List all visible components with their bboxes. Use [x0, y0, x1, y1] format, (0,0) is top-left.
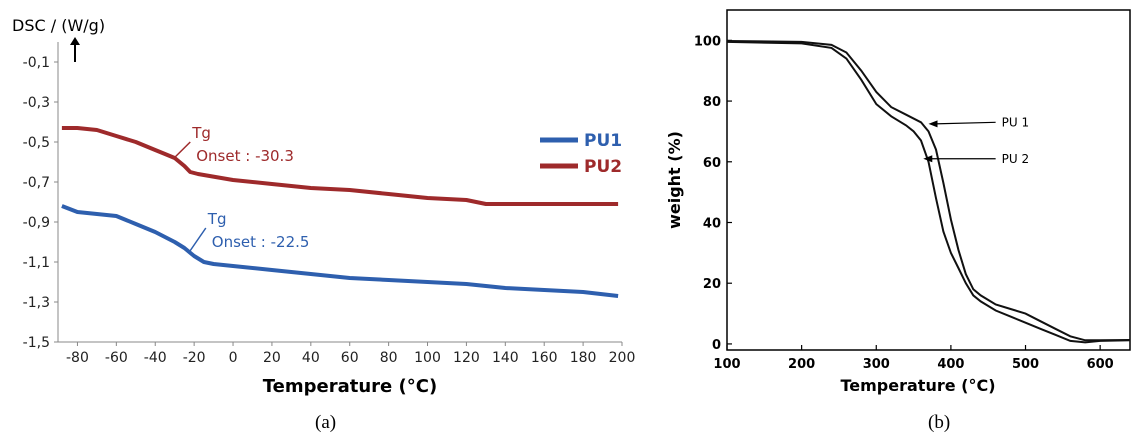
dsc-x-tick-label: 60 — [341, 350, 359, 366]
arrow-head-icon — [923, 155, 933, 163]
dsc-y-tick-label: -0,5 — [23, 135, 50, 151]
curve-label: PU 2 — [1002, 152, 1029, 166]
dsc-x-tick-label: 40 — [302, 350, 320, 366]
dsc-panel: -0,1 -0,3 -0,5 -0,7 -0,9 -1,1 -1,3 -1,5 -80 -60-… — [12, 16, 636, 433]
tg-onset-label: Onset : -22.5 — [212, 233, 310, 251]
tg-label: Tg — [207, 210, 227, 228]
dsc-y-tick-label: -1,5 — [23, 335, 50, 351]
tga-x-tick-label: 300 — [863, 357, 890, 372]
tg-leader-line — [173, 141, 191, 159]
legend-label: PU1 — [584, 131, 622, 151]
tg-onset-label: Onset : -30.3 — [196, 147, 294, 165]
tga-y-tick-label: 80 — [703, 95, 721, 110]
tga-x-tick-label: 100 — [713, 357, 740, 372]
dsc-x-tick-label: -80 — [66, 350, 89, 366]
tga-x-tick-label: 200 — [788, 357, 815, 372]
tga-plot-frame — [726, 9, 1131, 351]
dsc-y-tick-label: -1,3 — [23, 295, 50, 311]
dsc-y-tick-label: -0,3 — [23, 95, 50, 111]
tga-y-tick-label: 40 — [703, 217, 721, 232]
tga-series-line-pu2 — [726, 40, 1131, 344]
up-arrow-icon — [70, 37, 80, 62]
dsc-x-tick-label: -40 — [144, 350, 167, 366]
tga-panel: 0 20 40 60 80 100 100 200 300 400 500 600 PU 1 PU 2… — [640, 0, 1134, 438]
dsc-y-tick-label: -0,9 — [23, 215, 50, 231]
dsc-y-tick-label: -0,7 — [23, 175, 50, 191]
dsc-y-tick-label: -1,1 — [23, 255, 50, 271]
dsc-x-tick-label: 160 — [531, 350, 558, 366]
dsc-x-axis-label: Temperature (°C) — [263, 376, 437, 397]
tga-x-axis-label: Temperature (°C) — [840, 376, 995, 395]
dsc-series-line-pu2 — [61, 126, 619, 206]
tg-leader-line — [188, 227, 207, 253]
tga-chart: 0 20 40 60 80 100 100 200 300 400 500 600 PU 1 PU 2… — [665, 9, 1131, 395]
caption-a: (a) — [315, 412, 337, 433]
tga-x-tick-label: 400 — [937, 357, 964, 372]
tga-series-line-pu1 — [726, 40, 1131, 342]
dsc-y-axis-label: DSC / (W/g) — [12, 16, 105, 35]
dsc-x-tick-label: 200 — [609, 350, 636, 366]
tga-y-tick-label: 100 — [694, 34, 721, 49]
dsc-x-tick-label: -20 — [183, 350, 206, 366]
tga-y-axis-label: weight (%) — [665, 131, 684, 229]
dsc-x-tick-label: 20 — [263, 350, 281, 366]
dsc-chart: -0,1-0,3-0,5-0,7-0,9-1,1-1,3-1,5 -80 -60-… — [12, 16, 636, 397]
dsc-x-tick-label: 0 — [229, 350, 238, 366]
tga-y-tick-label: 0 — [712, 338, 721, 353]
caption-b: (b) — [928, 412, 951, 433]
dsc-x-tick-label: 180 — [570, 350, 597, 366]
tg-label: Tg — [191, 124, 211, 142]
dsc-x-tick-label: -60 — [105, 350, 128, 366]
legend-label: PU2 — [584, 157, 622, 177]
arrow-line — [934, 121, 996, 125]
curve-label: PU 1 — [1002, 115, 1029, 129]
dsc-x-tick-label: 120 — [453, 350, 480, 366]
tga-y-tick-label: 20 — [703, 277, 721, 292]
dsc-x-tick-label: 80 — [380, 350, 398, 366]
dsc-x-tick-label: 100 — [414, 350, 441, 366]
arrow-head-icon — [928, 120, 938, 128]
tga-y-tick-label: 60 — [703, 156, 721, 171]
dsc-x-tick-label: 140 — [492, 350, 519, 366]
tga-x-tick-label: 600 — [1087, 357, 1114, 372]
tga-x-tick-label: 500 — [1012, 357, 1039, 372]
dsc-series-line-pu1 — [61, 204, 619, 298]
dsc-y-tick-label: -0,1 — [23, 55, 50, 71]
